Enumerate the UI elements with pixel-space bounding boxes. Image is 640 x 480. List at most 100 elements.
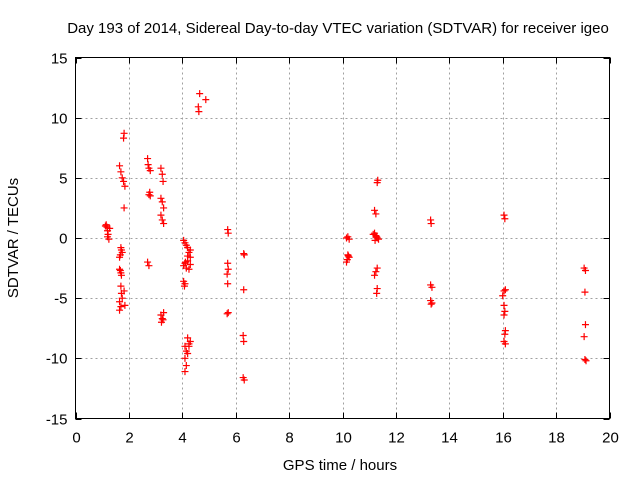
data-point bbox=[427, 220, 435, 228]
x-axis-label: GPS time / hours bbox=[283, 457, 397, 474]
x-tick-label: 10 bbox=[335, 430, 352, 447]
data-point bbox=[501, 340, 509, 348]
data-point bbox=[118, 294, 126, 302]
data-point bbox=[500, 211, 508, 219]
x-tick-label: 6 bbox=[232, 430, 240, 447]
data-point bbox=[373, 289, 381, 297]
data-point bbox=[146, 167, 154, 175]
data-point bbox=[184, 334, 192, 342]
data-point bbox=[375, 235, 383, 243]
x-tick-label: 0 bbox=[72, 430, 80, 447]
data-point bbox=[186, 246, 194, 254]
data-point bbox=[372, 268, 380, 276]
data-point bbox=[181, 368, 189, 376]
data-point bbox=[185, 265, 193, 273]
data-point bbox=[501, 307, 509, 315]
data-point bbox=[501, 215, 509, 223]
data-point bbox=[116, 298, 124, 306]
data-point bbox=[240, 337, 248, 345]
data-point bbox=[158, 198, 166, 206]
data-point bbox=[145, 262, 153, 270]
data-point bbox=[117, 303, 125, 311]
x-tick-label: 2 bbox=[125, 430, 133, 447]
data-point bbox=[116, 266, 124, 274]
data-point bbox=[224, 259, 232, 267]
data-point bbox=[369, 230, 377, 238]
data-point bbox=[116, 306, 124, 314]
data-point bbox=[160, 220, 168, 228]
data-point bbox=[202, 96, 210, 104]
data-point bbox=[158, 216, 166, 224]
data-point bbox=[120, 204, 128, 212]
data-point bbox=[374, 176, 382, 184]
y-axis-label: SDTVAR / TECUs bbox=[5, 178, 22, 298]
data-point bbox=[160, 309, 168, 317]
x-tick-label: 8 bbox=[285, 430, 293, 447]
x-tick-label: 18 bbox=[548, 430, 565, 447]
data-point bbox=[428, 299, 436, 307]
data-point bbox=[106, 224, 114, 232]
data-point bbox=[116, 162, 124, 170]
data-point bbox=[501, 330, 509, 338]
data-point bbox=[157, 164, 165, 172]
data-point bbox=[223, 270, 231, 278]
data-point bbox=[224, 229, 232, 237]
data-point bbox=[144, 155, 152, 163]
data-point bbox=[195, 108, 203, 116]
data-point bbox=[182, 258, 190, 266]
data-point bbox=[116, 253, 124, 261]
data-point bbox=[146, 192, 154, 200]
data-point bbox=[144, 258, 152, 266]
data-point bbox=[582, 357, 590, 365]
data-point bbox=[500, 287, 508, 295]
data-point bbox=[371, 271, 379, 279]
data-point bbox=[343, 258, 351, 266]
data-point bbox=[117, 282, 125, 290]
data-point bbox=[182, 362, 190, 370]
data-point bbox=[144, 161, 152, 169]
x-tick-label: 12 bbox=[388, 430, 405, 447]
data-point bbox=[427, 300, 435, 308]
data-point bbox=[371, 206, 379, 214]
data-point bbox=[581, 356, 589, 364]
data-point bbox=[117, 168, 125, 176]
data-point bbox=[105, 235, 113, 243]
y-tick-label: 5 bbox=[59, 171, 67, 188]
data-point bbox=[184, 350, 192, 358]
data-point bbox=[373, 264, 381, 272]
data-point bbox=[196, 90, 204, 98]
data-point bbox=[344, 252, 352, 260]
data-point bbox=[581, 266, 589, 274]
x-tick-label: 4 bbox=[178, 430, 186, 447]
data-point bbox=[428, 283, 436, 291]
data-point bbox=[501, 286, 509, 294]
y-tick-label: 0 bbox=[59, 231, 67, 248]
data-point bbox=[345, 235, 353, 243]
ticks bbox=[75, 57, 611, 420]
data-point bbox=[240, 286, 248, 294]
data-point bbox=[159, 177, 167, 185]
y-tick-label: -15 bbox=[46, 412, 68, 429]
data-point bbox=[240, 251, 248, 259]
data-points bbox=[101, 90, 590, 384]
data-point bbox=[371, 236, 379, 244]
y-tick-label: -5 bbox=[54, 291, 67, 308]
data-point bbox=[224, 309, 232, 317]
data-point bbox=[580, 333, 588, 341]
data-point bbox=[159, 316, 167, 324]
data-point bbox=[157, 194, 165, 202]
x-tick-label: 20 bbox=[602, 430, 619, 447]
y-tick-labels: -15 -10 -5 0 5 10 15 bbox=[46, 51, 68, 429]
data-point bbox=[157, 211, 165, 219]
x-tick-labels: 0 2 4 6 8 10 12 14 16 18 20 bbox=[72, 430, 619, 447]
data-point bbox=[120, 134, 128, 142]
data-point bbox=[185, 340, 193, 348]
data-point bbox=[500, 301, 508, 309]
data-point bbox=[181, 354, 189, 362]
data-point bbox=[372, 210, 380, 218]
data-point bbox=[499, 292, 507, 300]
data-point bbox=[160, 204, 168, 212]
data-point bbox=[121, 301, 129, 309]
